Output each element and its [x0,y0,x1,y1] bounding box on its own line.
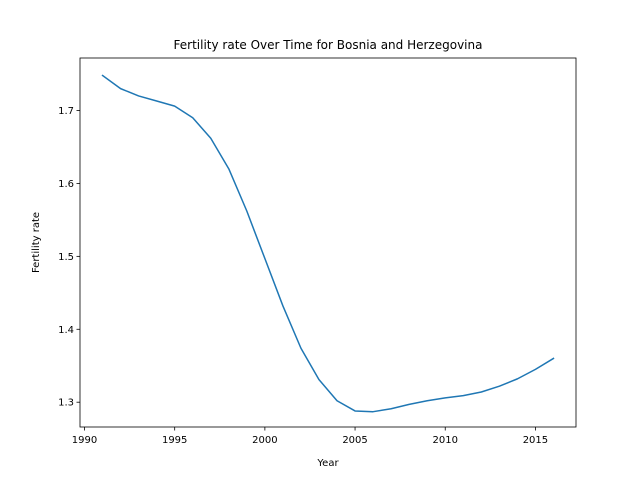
plot-area [80,58,576,427]
data-point-2015 [534,368,536,370]
data-point-2009 [426,400,428,402]
data-point-1999 [246,210,248,212]
y-axis-label: Fertility rate [31,212,42,273]
data-point-2000 [264,258,266,260]
data-point-1998 [228,168,230,170]
data-point-2003 [318,379,320,381]
data-point-2004 [336,400,338,402]
data-point-2001 [282,305,284,307]
data-point-2008 [408,403,410,405]
data-point-1994 [156,100,158,102]
x-tick-label: 1995 [162,435,187,446]
data-point-2002 [300,347,302,349]
series-layer [101,74,555,413]
data-point-2006 [372,411,374,413]
series-line-0 [101,74,555,413]
x-axis-label: Year [316,458,339,469]
data-point-1997 [210,137,212,139]
data-point-2013 [498,385,500,387]
chart-title: Fertility rate Over Time for Bosnia and … [174,38,483,52]
y-tick-label: 1.4 [58,325,74,336]
x-tick-label: 2000 [252,435,277,446]
data-point-1991 [102,75,104,77]
x-axis-ticks: 1990 1995 2000 2005 2010 2015 [72,427,548,446]
x-tick-label: 2010 [433,435,458,446]
y-tick-label: 1.3 [58,398,74,409]
data-point-2012 [480,391,482,393]
data-point-2007 [390,408,392,410]
x-tick-label: 2005 [342,435,367,446]
data-point-2011 [462,395,464,397]
y-tick-label: 1.7 [58,106,74,117]
data-point-2016 [552,357,554,359]
x-tick-label: 1990 [72,435,97,446]
y-tick-label: 1.5 [58,252,74,263]
y-axis-ticks: 1.3 1.4 1.5 1.6 1.7 [58,106,80,409]
data-point-2014 [516,378,518,380]
data-point-1992 [120,88,122,90]
data-point-1993 [138,95,140,97]
plot-frame [79,57,577,428]
data-point-2010 [444,397,446,399]
data-point-2005 [354,410,356,412]
x-tick-label: 2015 [523,435,548,446]
data-point-1995 [174,105,176,107]
data-point-1996 [192,117,194,119]
y-tick-label: 1.6 [58,179,74,190]
